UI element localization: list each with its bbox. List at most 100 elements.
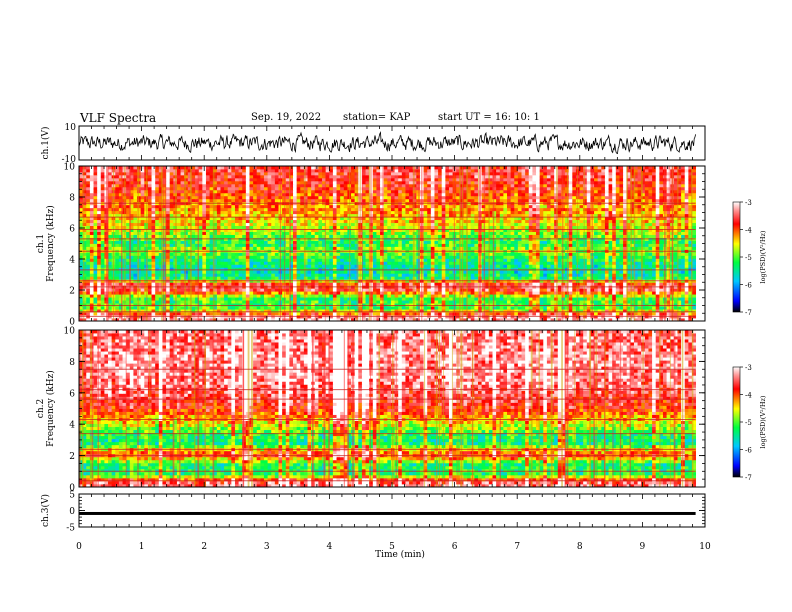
spectrogram-cell [605, 270, 609, 273]
spectrogram-cell [601, 246, 605, 249]
spectrogram-cell [558, 306, 562, 309]
spectrogram-cell [271, 270, 275, 273]
spectrogram-cell [242, 258, 246, 261]
spectrogram-cell [514, 282, 518, 285]
spectrogram-cell [373, 306, 377, 309]
spectrogram-cell [402, 294, 406, 297]
spectrogram-cell [344, 300, 348, 303]
spectrogram-cell [264, 297, 268, 300]
spectrogram-cell [395, 261, 399, 264]
spectrogram-cell [282, 261, 286, 264]
spectrogram-cell [529, 246, 533, 249]
spectrogram-cell [384, 270, 388, 273]
spectrogram-cell [547, 252, 551, 255]
spectrogram-cell [659, 244, 663, 247]
spectrogram-cell [572, 300, 576, 303]
spectrogram-cell [282, 288, 286, 291]
spectrogram-cell [576, 312, 580, 315]
spectrogram-cell [514, 312, 518, 315]
spectrogram-cell [337, 241, 341, 244]
spectrogram-cell [648, 291, 652, 294]
spectrogram-cell [333, 244, 337, 247]
spectrogram-cell [133, 312, 137, 315]
spectrogram-cell [268, 241, 272, 244]
spectrogram-cell [268, 312, 272, 315]
spectrogram-cell [500, 294, 504, 297]
spectrogram-cell [514, 252, 518, 255]
spectrogram-cell [685, 241, 689, 244]
spectrogram-cell [442, 273, 446, 276]
spectrogram-cell [445, 244, 449, 247]
spectrogram-cell [340, 241, 344, 244]
spectrogram-cell [206, 297, 210, 300]
spectrogram-cell [391, 244, 395, 247]
spectrogram-cell [547, 273, 551, 276]
spectrogram-cell [228, 241, 232, 244]
spectrogram-cell [101, 291, 105, 294]
spectrogram-cell [333, 297, 337, 300]
spectrogram-cell [391, 276, 395, 279]
spectrogram-cell [152, 312, 156, 315]
spectrogram-cell [471, 312, 475, 315]
spectrogram-cell [231, 282, 235, 285]
spectrogram-cell [333, 312, 337, 315]
spectrogram-cell [402, 276, 406, 279]
spectrogram-cell [395, 312, 399, 315]
spectrogram-cell [522, 235, 526, 238]
spectrogram-cell [148, 276, 152, 279]
spectrogram-cell [667, 244, 671, 247]
spectrogram-cell [235, 312, 239, 315]
spectrogram-cell [249, 297, 253, 300]
spectrogram-cell [685, 270, 689, 273]
spectrogram-cell [260, 252, 264, 255]
spectrogram-cell [667, 255, 671, 258]
spectrogram-cell [431, 300, 435, 303]
spectrogram-cell [402, 252, 406, 255]
spectrogram-cell [115, 258, 119, 261]
spectrogram-cell [329, 270, 333, 273]
spectrogram-cell [449, 282, 453, 285]
spectrogram-cell [482, 282, 486, 285]
spectrogram-cell [681, 264, 685, 267]
spectrogram-cell [177, 300, 181, 303]
spectrogram-cell [94, 306, 98, 309]
spectrogram-cell [522, 241, 526, 244]
spectrogram-cell [199, 276, 203, 279]
spectrogram-cell [206, 261, 210, 264]
spectrogram-cell [257, 282, 261, 285]
spectrogram-cell [405, 300, 409, 303]
spectrogram-cell [155, 270, 159, 273]
spectrogram-cell [170, 246, 174, 249]
spectrogram-cell [529, 273, 533, 276]
spectrogram-cell [656, 306, 660, 309]
spectrogram-cell [344, 244, 348, 247]
spectrogram-cell [308, 246, 312, 249]
spectrogram-cell [645, 312, 649, 315]
spectrogram-cell [231, 294, 235, 297]
spectrogram-cell [242, 276, 246, 279]
spectrogram-cell [536, 312, 540, 315]
spectrogram-cell [667, 294, 671, 297]
spectrogram-cell [253, 282, 257, 285]
spectrogram-cell [329, 258, 333, 261]
spectrogram-cell [431, 246, 435, 249]
spectrogram-cell [115, 294, 119, 297]
spectrogram-cell [395, 252, 399, 255]
spectrogram-cell [442, 300, 446, 303]
spectrogram-cell [253, 264, 257, 267]
spectrogram-cell [344, 306, 348, 309]
spectrogram-cell [496, 241, 500, 244]
spectrogram-cell [514, 276, 518, 279]
spectrogram-cell [311, 244, 315, 247]
spectrogram-cell [376, 246, 380, 249]
spectrogram-cell [315, 288, 319, 291]
spectrogram-cell [398, 258, 402, 261]
spectrogram-cell [97, 264, 101, 267]
spectrogram-cell [503, 294, 507, 297]
spectrogram-cell [148, 246, 152, 249]
spectrogram-cell [598, 246, 602, 249]
spectrogram-cell [445, 306, 449, 309]
spectrogram-cell [86, 264, 90, 267]
spectrogram-cell [503, 241, 507, 244]
spectrogram-cell [268, 264, 272, 267]
